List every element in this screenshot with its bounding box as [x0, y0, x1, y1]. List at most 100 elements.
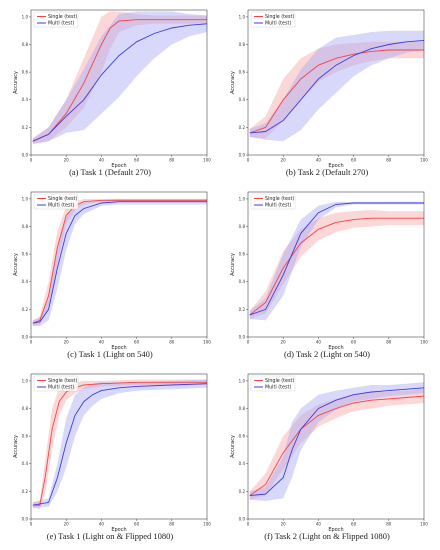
chart-svg: 0 20 40 60 80 100 0.0 0.2 0.4 0.6 0.8 1.0 Epoch Accur…: [13, 9, 211, 169]
x-tick-label: 0: [30, 340, 33, 345]
y-tick-label: 0.8: [239, 406, 246, 411]
series-band-multi: [32, 11, 207, 145]
y-tick-label: 0.8: [239, 42, 246, 47]
series-line-multi: [249, 202, 424, 316]
y-tick-label: 0.6: [22, 70, 29, 75]
y-tick-label: 0.8: [22, 406, 29, 411]
chart-svg: 0 20 40 60 80 100 0.0 0.2 0.4 0.6 0.8 1.0 Epoch Accur…: [13, 191, 211, 351]
chart-svg: 0 20 40 60 80 100 0.0 0.2 0.4 0.6 0.8 1.0 Epoch Accur…: [230, 9, 428, 169]
x-tick-label: 80: [169, 340, 175, 345]
plot-frame: [247, 191, 425, 338]
x-tick-label: 20: [281, 522, 287, 527]
y-tick-label: 0.8: [22, 224, 29, 229]
legend: Single (test)Multi (test): [33, 375, 79, 392]
series-band-multi: [32, 379, 207, 508]
legend-label-multi: Multi (test): [265, 385, 291, 391]
chart-svg: 0 20 40 60 80 100 0.0 0.2 0.4 0.6 0.8 1.0 Epoch Accur…: [230, 373, 428, 533]
y-tick-label: 0.2: [22, 125, 29, 130]
y-tick-label: 0.0: [22, 334, 29, 339]
y-tick-label: 0.0: [22, 152, 29, 157]
x-axis-label: Epoch: [328, 163, 343, 169]
series-line-single: [32, 381, 207, 506]
series-band-single: [249, 210, 424, 319]
x-tick-label: 60: [351, 522, 357, 527]
plot-frame: [30, 9, 208, 156]
x-tick-label: 20: [281, 340, 287, 345]
plot-frame: [247, 9, 425, 156]
x-tick-label: 80: [169, 522, 175, 527]
x-tick-label: 100: [203, 340, 211, 345]
x-tick-label: 60: [134, 340, 140, 345]
x-tick-label: 100: [420, 522, 428, 527]
x-tick-label: 100: [203, 522, 211, 527]
series-band-single: [32, 379, 207, 510]
y-tick-label: 0.4: [22, 97, 29, 102]
chart-caption: (c) Task 1 (Light on 540): [67, 349, 153, 359]
x-tick-label: 100: [203, 158, 211, 163]
y-axis-label: Accuracy: [13, 253, 19, 276]
y-tick-label: 0.0: [239, 334, 246, 339]
y-tick-label: 0.4: [239, 279, 246, 284]
series-band-single: [32, 11, 207, 145]
y-axis-label: Accuracy: [230, 71, 236, 94]
x-tick-label: 80: [386, 340, 392, 345]
y-axis-label: Accuracy: [13, 435, 19, 458]
y-tick-label: 1.0: [22, 196, 29, 201]
x-axis-label: Epoch: [328, 345, 343, 351]
x-tick-label: 100: [420, 158, 428, 163]
chart-panel-task1-flipped: 0 20 40 60 80 100 0.0 0.2 0.4 0.6 0.8 1.0 Epoch Accur…: [5, 366, 215, 546]
y-tick-label: 0.2: [22, 307, 29, 312]
legend-label-multi: Multi (test): [48, 203, 74, 209]
x-tick-label: 40: [99, 522, 105, 527]
chart-caption: (f) Task 2 (Light on & Flipped 1080): [264, 531, 390, 541]
y-tick-label: 1.0: [22, 14, 29, 19]
series-band-multi: [249, 30, 424, 142]
series-line-multi: [32, 383, 208, 506]
chart-svg: 0 20 40 60 80 100 0.0 0.2 0.4 0.6 0.8 1.0 Epoch Accur…: [13, 373, 211, 533]
x-tick-label: 60: [351, 158, 357, 163]
x-tick-label: 20: [64, 340, 70, 345]
x-axis-label: Epoch: [111, 345, 126, 351]
x-tick-label: 40: [99, 340, 105, 345]
chart-panel-task2-flipped: 0 20 40 60 80 100 0.0 0.2 0.4 0.6 0.8 1.0 Epoch Accur…: [222, 366, 432, 546]
series-band-multi: [249, 382, 424, 501]
legend-label-multi: Multi (test): [265, 21, 291, 27]
legend-label-single: Single (test): [265, 196, 294, 202]
series-band-single: [249, 389, 424, 500]
y-tick-label: 0.4: [239, 97, 246, 102]
x-tick-label: 20: [64, 522, 70, 527]
plot-frame: [30, 373, 208, 520]
y-tick-label: 0.0: [22, 516, 29, 521]
y-tick-label: 0.0: [239, 516, 246, 521]
legend: Single (test)Multi (test): [33, 11, 79, 28]
y-tick-label: 0.2: [239, 125, 246, 130]
legend-label-single: Single (test): [265, 14, 294, 20]
plot-frame: [247, 373, 425, 520]
legend-label-single: Single (test): [48, 378, 77, 384]
x-tick-label: 0: [247, 340, 250, 345]
legend-label-single: Single (test): [48, 14, 77, 20]
x-tick-label: 40: [316, 340, 322, 345]
legend-label-multi: Multi (test): [48, 21, 74, 27]
y-tick-label: 0.6: [239, 70, 246, 75]
y-tick-label: 1.0: [239, 14, 246, 19]
y-tick-label: 0.4: [22, 461, 29, 466]
y-tick-label: 0.2: [22, 489, 29, 494]
x-tick-label: 80: [386, 522, 392, 527]
legend-label-multi: Multi (test): [48, 385, 74, 391]
x-tick-label: 40: [316, 522, 322, 527]
y-tick-label: 0.4: [239, 461, 246, 466]
legend-label-single: Single (test): [265, 378, 294, 384]
y-tick-label: 0.6: [239, 252, 246, 257]
x-tick-label: 60: [351, 340, 357, 345]
legend: Single (test)Multi (test): [33, 193, 79, 210]
series-line-multi: [249, 387, 425, 496]
x-tick-label: 20: [281, 158, 287, 163]
chart-panel-task2-default: 0 20 40 60 80 100 0.0 0.2 0.4 0.6 0.8 1.0 Epoch Accur…: [222, 2, 432, 182]
x-axis-label: Epoch: [111, 163, 126, 169]
y-tick-label: 0.6: [22, 252, 29, 257]
series-line-multi: [249, 39, 425, 134]
series-band-multi: [249, 201, 424, 321]
y-axis-label: Accuracy: [13, 71, 19, 94]
y-tick-label: 0.6: [22, 434, 29, 439]
